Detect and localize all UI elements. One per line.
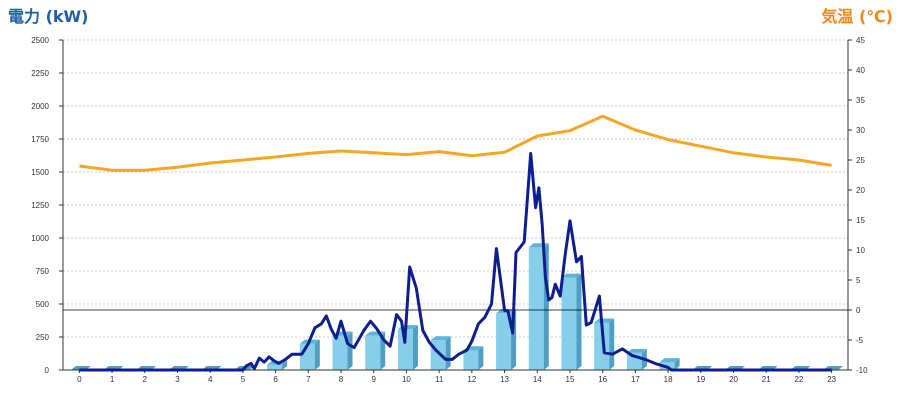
- x-tick-label: 13: [500, 375, 509, 384]
- bar-front: [561, 277, 577, 370]
- x-tick-label: 9: [372, 375, 377, 384]
- right-tick-label: 5: [856, 276, 861, 285]
- right-tick-label: -10: [856, 366, 868, 375]
- power-bar: [463, 346, 484, 370]
- power-bar: [561, 273, 582, 370]
- x-tick-label: 15: [566, 375, 575, 384]
- power-bar: [430, 336, 451, 370]
- x-tick-label: 11: [435, 375, 444, 384]
- x-tick-label: 5: [241, 375, 246, 384]
- right-tick-label: 0: [856, 306, 861, 315]
- temperature-line: [79, 114, 832, 172]
- x-tick-labels: 0 1 2 3 4 5 6 7 8 9 10 11 12 13 14 15 16 17 18 19 20 21 22 23: [77, 375, 837, 384]
- bar-side: [282, 360, 288, 370]
- power-line: [79, 152, 832, 372]
- x-tick-label: 3: [175, 375, 180, 384]
- left-tick-label: 1250: [31, 201, 49, 210]
- x-tick-label: 23: [827, 375, 836, 384]
- bar-front: [463, 350, 479, 370]
- x-tick-label: 0: [77, 375, 82, 384]
- left-tick-label: 500: [36, 300, 50, 309]
- bar-side: [412, 325, 418, 370]
- right-tick-label: -5: [856, 336, 864, 345]
- power-bar: [594, 318, 615, 370]
- x-tick-label: 12: [467, 375, 476, 384]
- left-axis-title: 電力 (kW): [8, 7, 89, 26]
- bar-side: [314, 339, 320, 370]
- right-tick-label: 25: [856, 156, 865, 165]
- power-bar: [397, 325, 418, 370]
- bar-top: [561, 273, 582, 278]
- x-tick-label: 8: [339, 375, 344, 384]
- bar-top: [430, 336, 451, 341]
- bar-front: [594, 322, 610, 370]
- x-tick-label: 20: [729, 375, 738, 384]
- axes: [59, 39, 852, 373]
- left-tick-label: 2500: [31, 36, 49, 45]
- bar-top: [626, 348, 647, 353]
- x-tick-label: 18: [664, 375, 673, 384]
- x-tick-label: 10: [402, 375, 411, 384]
- bar-side: [445, 336, 451, 370]
- bar-side: [609, 318, 615, 370]
- right-axis-title: 気温 (℃): [821, 7, 893, 26]
- left-tick-label: 250: [36, 333, 50, 342]
- left-tick-label: 750: [36, 267, 50, 276]
- bar-front: [397, 329, 413, 370]
- left-tick-label: 1750: [31, 135, 49, 144]
- bar-top: [594, 318, 615, 323]
- bar-side: [576, 273, 582, 370]
- right-tick-label: 20: [856, 186, 865, 195]
- bar-side: [347, 331, 353, 370]
- x-tick-label: 6: [273, 375, 278, 384]
- power-bar: [332, 331, 353, 370]
- x-tick-label: 1: [110, 375, 115, 384]
- gridlines: [63, 39, 848, 338]
- x-tick-label: 22: [794, 375, 803, 384]
- bar-front: [496, 313, 512, 370]
- series-lines: [79, 114, 832, 372]
- bar-front: [365, 335, 381, 370]
- right-tick-label: 15: [856, 216, 865, 225]
- left-tick-label: 1000: [31, 234, 49, 243]
- bar-top: [659, 358, 680, 363]
- left-tick-label: 1500: [31, 168, 49, 177]
- x-tick-label: 16: [598, 375, 607, 384]
- x-tick-label: 19: [696, 375, 705, 384]
- left-tick-labels: 0 250 500 750 1000 1250 1500 1750 2000 2250 2500: [31, 36, 49, 375]
- bar-front: [267, 364, 283, 370]
- left-tick-label: 0: [45, 366, 50, 375]
- x-tick-label: 7: [306, 375, 311, 384]
- bar-front: [528, 247, 544, 370]
- right-tick-label: 10: [856, 246, 865, 255]
- x-tick-label: 2: [143, 375, 148, 384]
- x-tick-label: 4: [208, 375, 213, 384]
- bar-side: [674, 358, 680, 370]
- x-tick-label: 17: [631, 375, 640, 384]
- bar-front: [332, 335, 348, 370]
- right-tick-label: 35: [856, 96, 865, 105]
- right-tick-label: 30: [856, 126, 865, 135]
- right-tick-labels: -10 -5 0 5 10 15 20 25 30 35 40 45: [856, 36, 868, 375]
- bar-side: [478, 346, 484, 370]
- left-tick-label: 2000: [31, 102, 49, 111]
- power-bars: [70, 243, 844, 370]
- x-tick-label: 14: [533, 375, 542, 384]
- left-tick-label: 2250: [31, 69, 49, 78]
- x-tick-label: 21: [762, 375, 771, 384]
- right-tick-label: 40: [856, 66, 865, 75]
- right-tick-label: 45: [856, 36, 865, 45]
